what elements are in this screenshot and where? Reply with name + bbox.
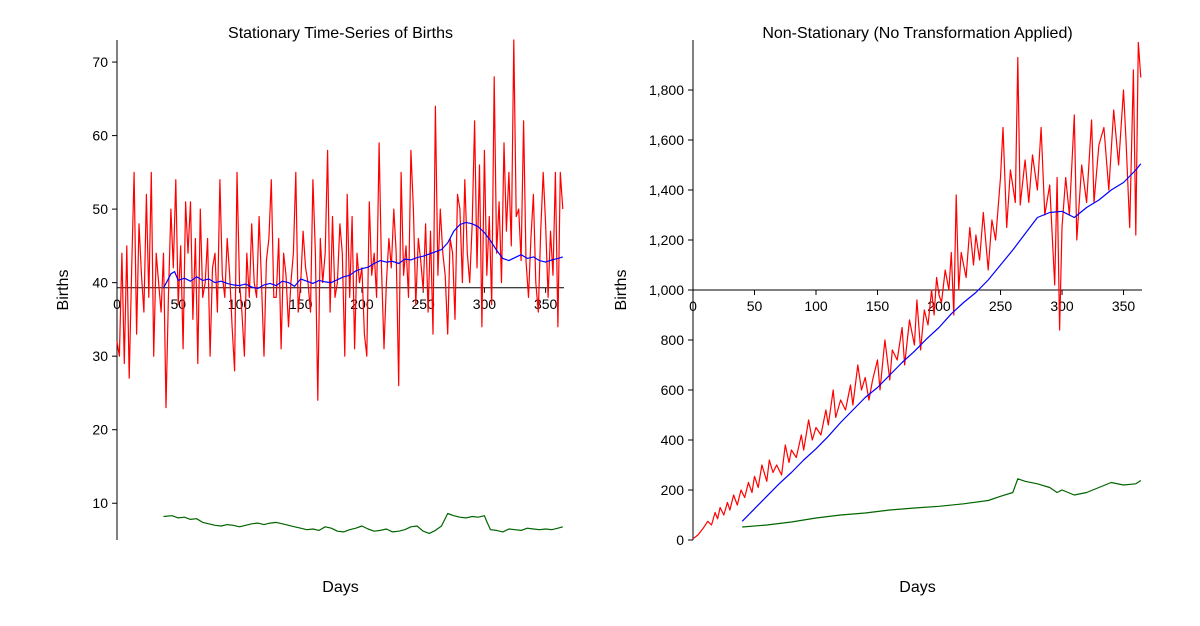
stationary-chart: Stationary Time-Series of Births Days Bi… — [55, 25, 564, 596]
series-group — [116, 39, 564, 534]
y-tick-label: 200 — [661, 482, 685, 498]
y-tick-label: 600 — [661, 382, 685, 398]
y-tick-label: 1,000 — [649, 282, 684, 298]
y-axis-label: Births — [55, 270, 72, 311]
y-tick-label: 1,600 — [649, 132, 684, 148]
x-tick-label: 100 — [804, 298, 828, 314]
x-axis-label: Days — [899, 579, 935, 596]
x-tick-label: 0 — [689, 298, 697, 314]
y-tick-label: 30 — [92, 348, 108, 364]
y-tick-label: 0 — [676, 532, 684, 548]
rolling-mean-line — [741, 163, 1142, 522]
x-tick-label: 50 — [747, 298, 763, 314]
y-tick-label: 20 — [92, 422, 108, 438]
x-tick-label: 0 — [113, 296, 121, 312]
y-tick-label: 10 — [92, 495, 108, 511]
y-axis-label: Births — [613, 270, 630, 311]
axes: 0 200 400 600 800 1,000 1,200 1,400 1,600 1,800 0 5… — [649, 40, 1142, 548]
x-axis-label: Days — [322, 579, 358, 596]
x-tick-label: 300 — [1050, 298, 1074, 314]
y-tick-label: 1,200 — [649, 232, 684, 248]
observed-line — [692, 41, 1142, 540]
y-tick-label: 1,800 — [649, 82, 684, 98]
x-tick-label: 150 — [289, 296, 313, 312]
series-group — [692, 41, 1142, 540]
y-tick-label: 1,400 — [649, 182, 684, 198]
rolling-mean-line — [162, 221, 563, 290]
rolling-std-line — [742, 478, 1142, 528]
chart-title: Stationary Time-Series of Births — [228, 25, 453, 42]
y-tick-label: 800 — [661, 332, 685, 348]
y-tick-label: 50 — [92, 201, 108, 217]
chart-title: Non-Stationary (No Transformation Applie… — [762, 25, 1072, 42]
observed-line — [116, 39, 564, 409]
y-tick-label: 40 — [92, 275, 108, 291]
x-tick-label: 350 — [534, 296, 558, 312]
y-tick-label: 60 — [92, 128, 108, 144]
x-tick-label: 300 — [473, 296, 497, 312]
x-tick-label: 250 — [989, 298, 1013, 314]
x-tick-label: 150 — [866, 298, 890, 314]
x-tick-label: 350 — [1112, 298, 1136, 314]
y-tick-label: 400 — [661, 432, 685, 448]
y-tick-label: 70 — [92, 54, 108, 70]
non-stationary-chart: Non-Stationary (No Transformation Applie… — [613, 25, 1142, 596]
x-tick-label: 250 — [411, 296, 435, 312]
rolling-std-line — [163, 512, 563, 534]
